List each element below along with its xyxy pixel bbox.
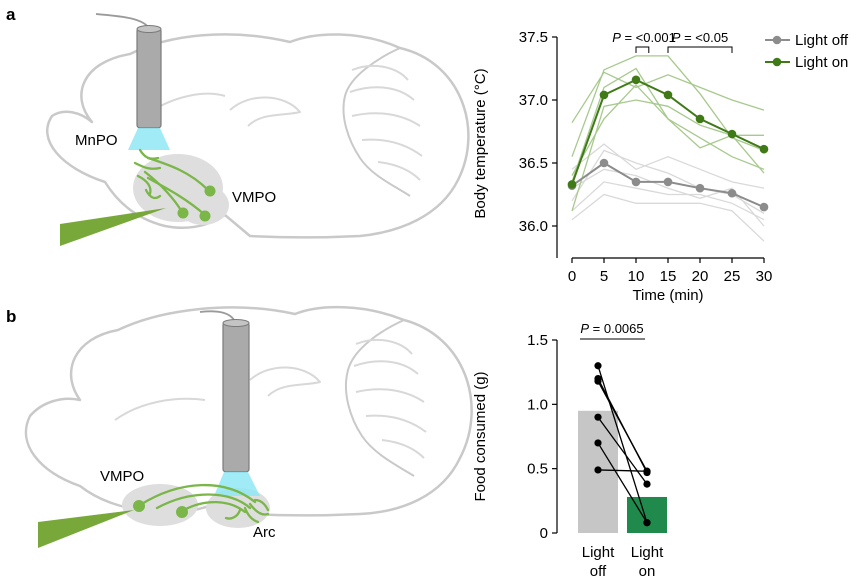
paired-line: [597, 365, 648, 523]
significance-label-b: P = 0.0065: [580, 321, 643, 336]
paired-line: [597, 469, 648, 472]
panel-b-label: b: [6, 307, 16, 326]
legend-marker-1: [772, 57, 782, 67]
x-tick-label-b: off: [590, 563, 607, 580]
x-tick-label-b: Light: [631, 544, 664, 561]
data-point-light-off: [663, 177, 673, 187]
light-cone-a: [128, 128, 170, 150]
y-tick-label-a: 37.5: [519, 29, 548, 46]
optical-fiber-a: [136, 27, 162, 129]
neuron-soma-b2: [176, 506, 188, 518]
y-tick-label-b: 0: [540, 525, 548, 542]
paired-line: [597, 442, 648, 524]
y-tick-label-b: 1.0: [527, 396, 548, 413]
paired-point-on: [643, 480, 651, 488]
bar-light-on: [627, 496, 667, 533]
data-point-light-on: [727, 129, 737, 139]
label-vmpo-b: VMPO: [100, 468, 144, 485]
paired-point-off: [594, 413, 602, 421]
x-tick-label-a: 10: [628, 268, 645, 285]
significance-label-a: P = <0.05: [672, 30, 728, 45]
recording-electrode-b: [38, 510, 134, 548]
y-tick-label-b: 1.5: [527, 332, 548, 349]
data-point-light-off: [631, 177, 641, 187]
neuron-projections-b: [138, 483, 270, 524]
data-point-light-off: [695, 183, 705, 193]
data-point-light-off: [599, 158, 609, 168]
individual-trace-on: [571, 83, 765, 176]
x-tick-label-a: 15: [660, 268, 677, 285]
paired-point-off: [594, 362, 602, 370]
neuron-soma-a2: [177, 207, 189, 219]
y-axis-title-a: Body temperature (°C): [472, 68, 489, 218]
x-tick-label-a: 25: [724, 268, 741, 285]
data-point-light-on: [599, 90, 609, 100]
data-point-light-on: [759, 144, 769, 154]
data-point-light-on: [663, 90, 673, 100]
brain-region-shade-a2: [177, 185, 229, 225]
chart-a: 36.0 36.5 37.0 37.5 0 5 10 15 20 25 30 Time (min) Bo…: [472, 29, 849, 304]
significance-label-a: P = <0.001: [612, 30, 676, 45]
y-tick-label-b: 0.5: [527, 461, 548, 478]
label-mnpo: MnPO: [75, 132, 118, 149]
brain-diagram-b: [24, 305, 473, 517]
paired-point-off: [594, 466, 602, 474]
paired-line: [597, 416, 648, 485]
legend-label-1: Light on: [795, 54, 848, 71]
light-cone-b: [214, 472, 260, 496]
x-axis-title-a: Time (min): [632, 287, 703, 304]
label-arc: Arc: [253, 524, 276, 541]
neuron-soma-a1: [204, 185, 216, 197]
panel-a-label: a: [6, 5, 16, 24]
significance-bracket-a: [667, 46, 733, 53]
individual-trace-off: [571, 143, 765, 189]
optical-fiber-b: [222, 321, 250, 473]
y-tick-label-a: 36.0: [519, 218, 548, 235]
legend-label-0: Light off: [795, 32, 849, 49]
y-tick-label-a: 36.5: [519, 155, 548, 172]
x-tick-label-b: Light: [582, 544, 615, 561]
paired-point-off: [594, 439, 602, 447]
individual-trace-off: [571, 193, 765, 242]
y-tick-label-a: 37.0: [519, 92, 548, 109]
data-point-light-on: [695, 114, 705, 124]
neuron-soma-a3: [199, 210, 211, 222]
paired-line: [597, 380, 648, 472]
x-tick-label-a: 30: [756, 268, 773, 285]
chart-b: 0 0.5 1.0 1.5 Food consumed (g) Light off Light…: [472, 321, 667, 580]
paired-point-off: [594, 377, 602, 385]
individual-trace-off: [571, 168, 765, 227]
optical-fiber-a-top: [136, 25, 162, 33]
data-point-light-off: [759, 202, 769, 212]
optical-fiber-b-top: [222, 319, 250, 327]
paired-point-on: [643, 467, 651, 475]
data-point-light-on: [567, 180, 577, 189]
y-axis-title-b: Food consumed (g): [472, 371, 489, 501]
individual-trace-off: [571, 181, 765, 221]
legend-marker-0: [772, 35, 782, 45]
significance-bracket-a: [635, 46, 650, 53]
data-point-light-on: [631, 75, 641, 85]
label-vmpo-a: VMPO: [232, 189, 276, 206]
individual-trace-on: [571, 71, 765, 124]
brain-diagram-a: [46, 33, 470, 239]
neuron-soma-b1: [133, 500, 145, 512]
x-tick-label-b: on: [639, 563, 656, 580]
recording-electrode-a: [60, 208, 166, 246]
x-tick-label-a: 5: [600, 268, 608, 285]
paired-point-on: [643, 519, 651, 527]
x-tick-label-a: 0: [568, 268, 576, 285]
x-tick-label-a: 20: [692, 268, 709, 285]
data-point-light-off: [727, 188, 737, 198]
